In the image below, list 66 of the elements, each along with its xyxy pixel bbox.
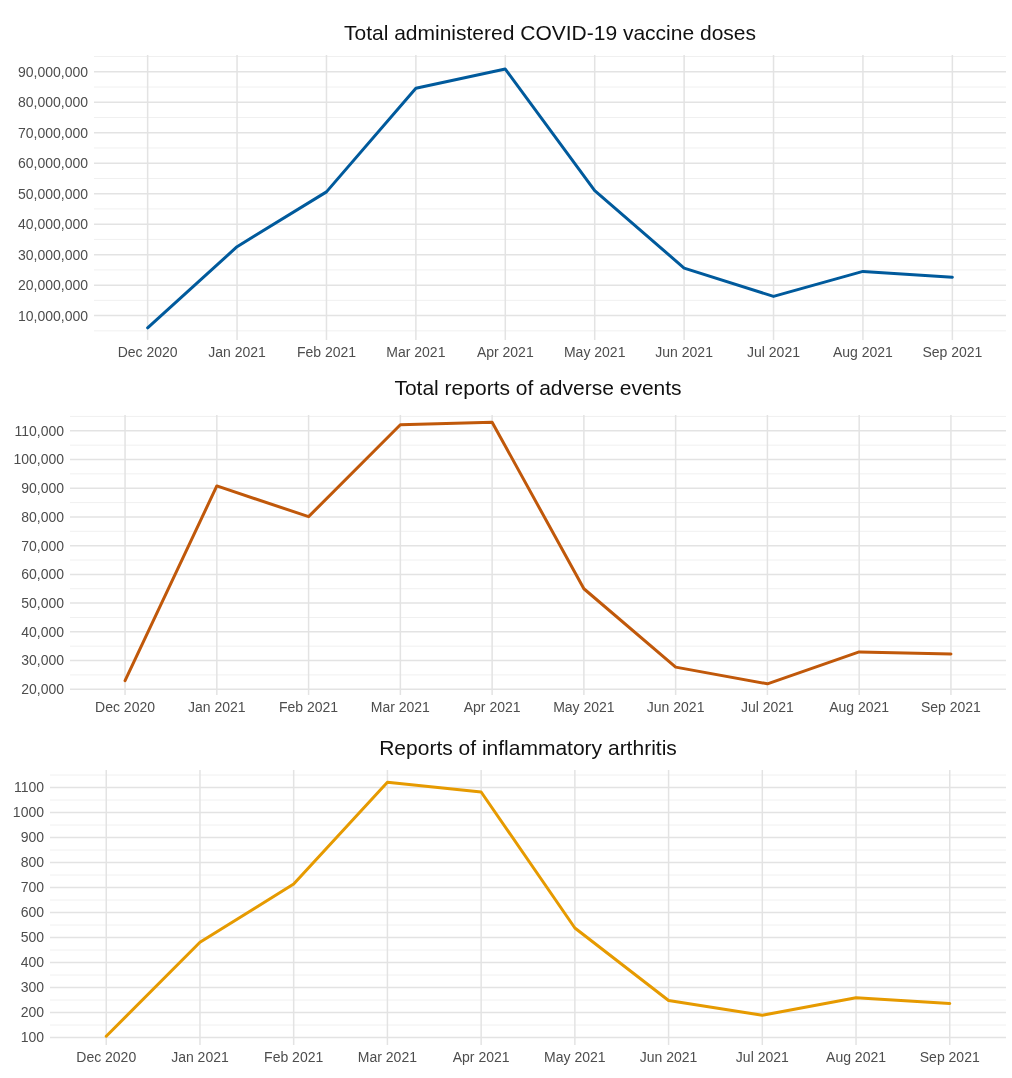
x-tick-label: Jan 2021 [208,344,267,360]
x-tick-label: Aug 2021 [832,344,894,360]
y-tick-label: 20,000,000 [17,277,89,294]
x-tick-label: Dec 2020 [117,344,178,360]
x-tick-label: Dec 2020 [95,699,156,715]
x-tick-label: Apr 2021 [452,1049,510,1065]
x-tick-label: Feb 2021 [264,1049,324,1065]
line-series [104,780,952,1038]
x-tick-label: Sep 2021 [920,699,982,715]
y-tick-label: 60,000 [21,566,65,583]
x-tick-label: Apr 2021 [463,699,521,715]
y-tick-label: 800 [20,854,45,871]
y-tick-label: 50,000,000 [17,185,89,202]
y-tick-label: 500 [20,929,45,946]
x-tick-label: Mar 2021 [370,699,431,715]
x-tick-label: Aug 2021 [829,699,890,715]
line-series [146,67,954,330]
chart-title: Total administered COVID-19 vaccine doses [343,21,757,44]
line-series [123,420,953,686]
y-tick-label: 90,000 [21,480,65,497]
y-tick-label: 110,000 [14,422,65,439]
y-tick-label: 300 [20,979,45,996]
y-tick-label: 70,000 [21,537,65,554]
x-tick-label: Jun 2021 [646,699,705,715]
y-tick-label: 100,000 [13,451,65,468]
y-tick-label: 30,000 [21,652,65,669]
chart-title: Total reports of adverse events [394,376,682,399]
y-tick-label: 80,000 [21,508,65,525]
y-tick-label: 30,000,000 [17,246,89,263]
x-tick-label: Jul 2021 [747,344,801,360]
y-tick-label: 60,000,000 [17,155,89,172]
y-tick-label: 80,000,000 [17,94,89,111]
x-tick-label: Aug 2021 [826,1049,887,1065]
y-tick-label: 50,000 [21,595,65,611]
y-tick-label: 1000 [12,804,45,821]
x-tick-label: Mar 2021 [386,344,446,360]
y-tick-label: 1100 [13,779,45,796]
chart-title: Reports of inflammatory arthritis [379,736,677,759]
x-tick-label: Mar 2021 [357,1049,418,1065]
y-tick-label: 40,000 [21,623,65,640]
x-tick-label: Jul 2021 [740,699,795,715]
x-tick-label: Jan 2021 [188,699,246,715]
x-tick-label: May 2021 [544,1049,606,1065]
y-tick-label: 70,000,000 [17,124,89,141]
x-tick-label: Jun 2021 [639,1049,698,1065]
x-tick-label: Feb 2021 [279,699,339,715]
y-tick-label: 40,000,000 [17,216,89,233]
x-tick-label: Apr 2021 [476,344,534,360]
x-tick-label: Sep 2021 [919,1049,980,1065]
y-tick-label: 900 [20,829,45,846]
y-tick-label: 90,000,000 [17,63,89,80]
x-tick-label: Feb 2021 [296,344,357,360]
x-tick-label: Sep 2021 [922,344,983,360]
x-tick-label: Jul 2021 [735,1049,789,1065]
y-tick-label: 600 [20,904,45,921]
x-tick-label: Dec 2020 [76,1049,137,1065]
x-tick-label: May 2021 [563,344,626,360]
x-tick-label: Jun 2021 [655,344,714,360]
x-tick-label: Jan 2021 [171,1049,229,1065]
y-tick-label: 100 [20,1029,45,1046]
x-tick-label: May 2021 [553,699,615,715]
y-tick-label: 700 [20,879,45,896]
y-tick-label: 400 [20,954,45,971]
y-tick-label: 10,000,000 [17,307,89,324]
y-tick-label: 200 [20,1004,45,1021]
y-tick-label: 20,000 [21,681,65,698]
